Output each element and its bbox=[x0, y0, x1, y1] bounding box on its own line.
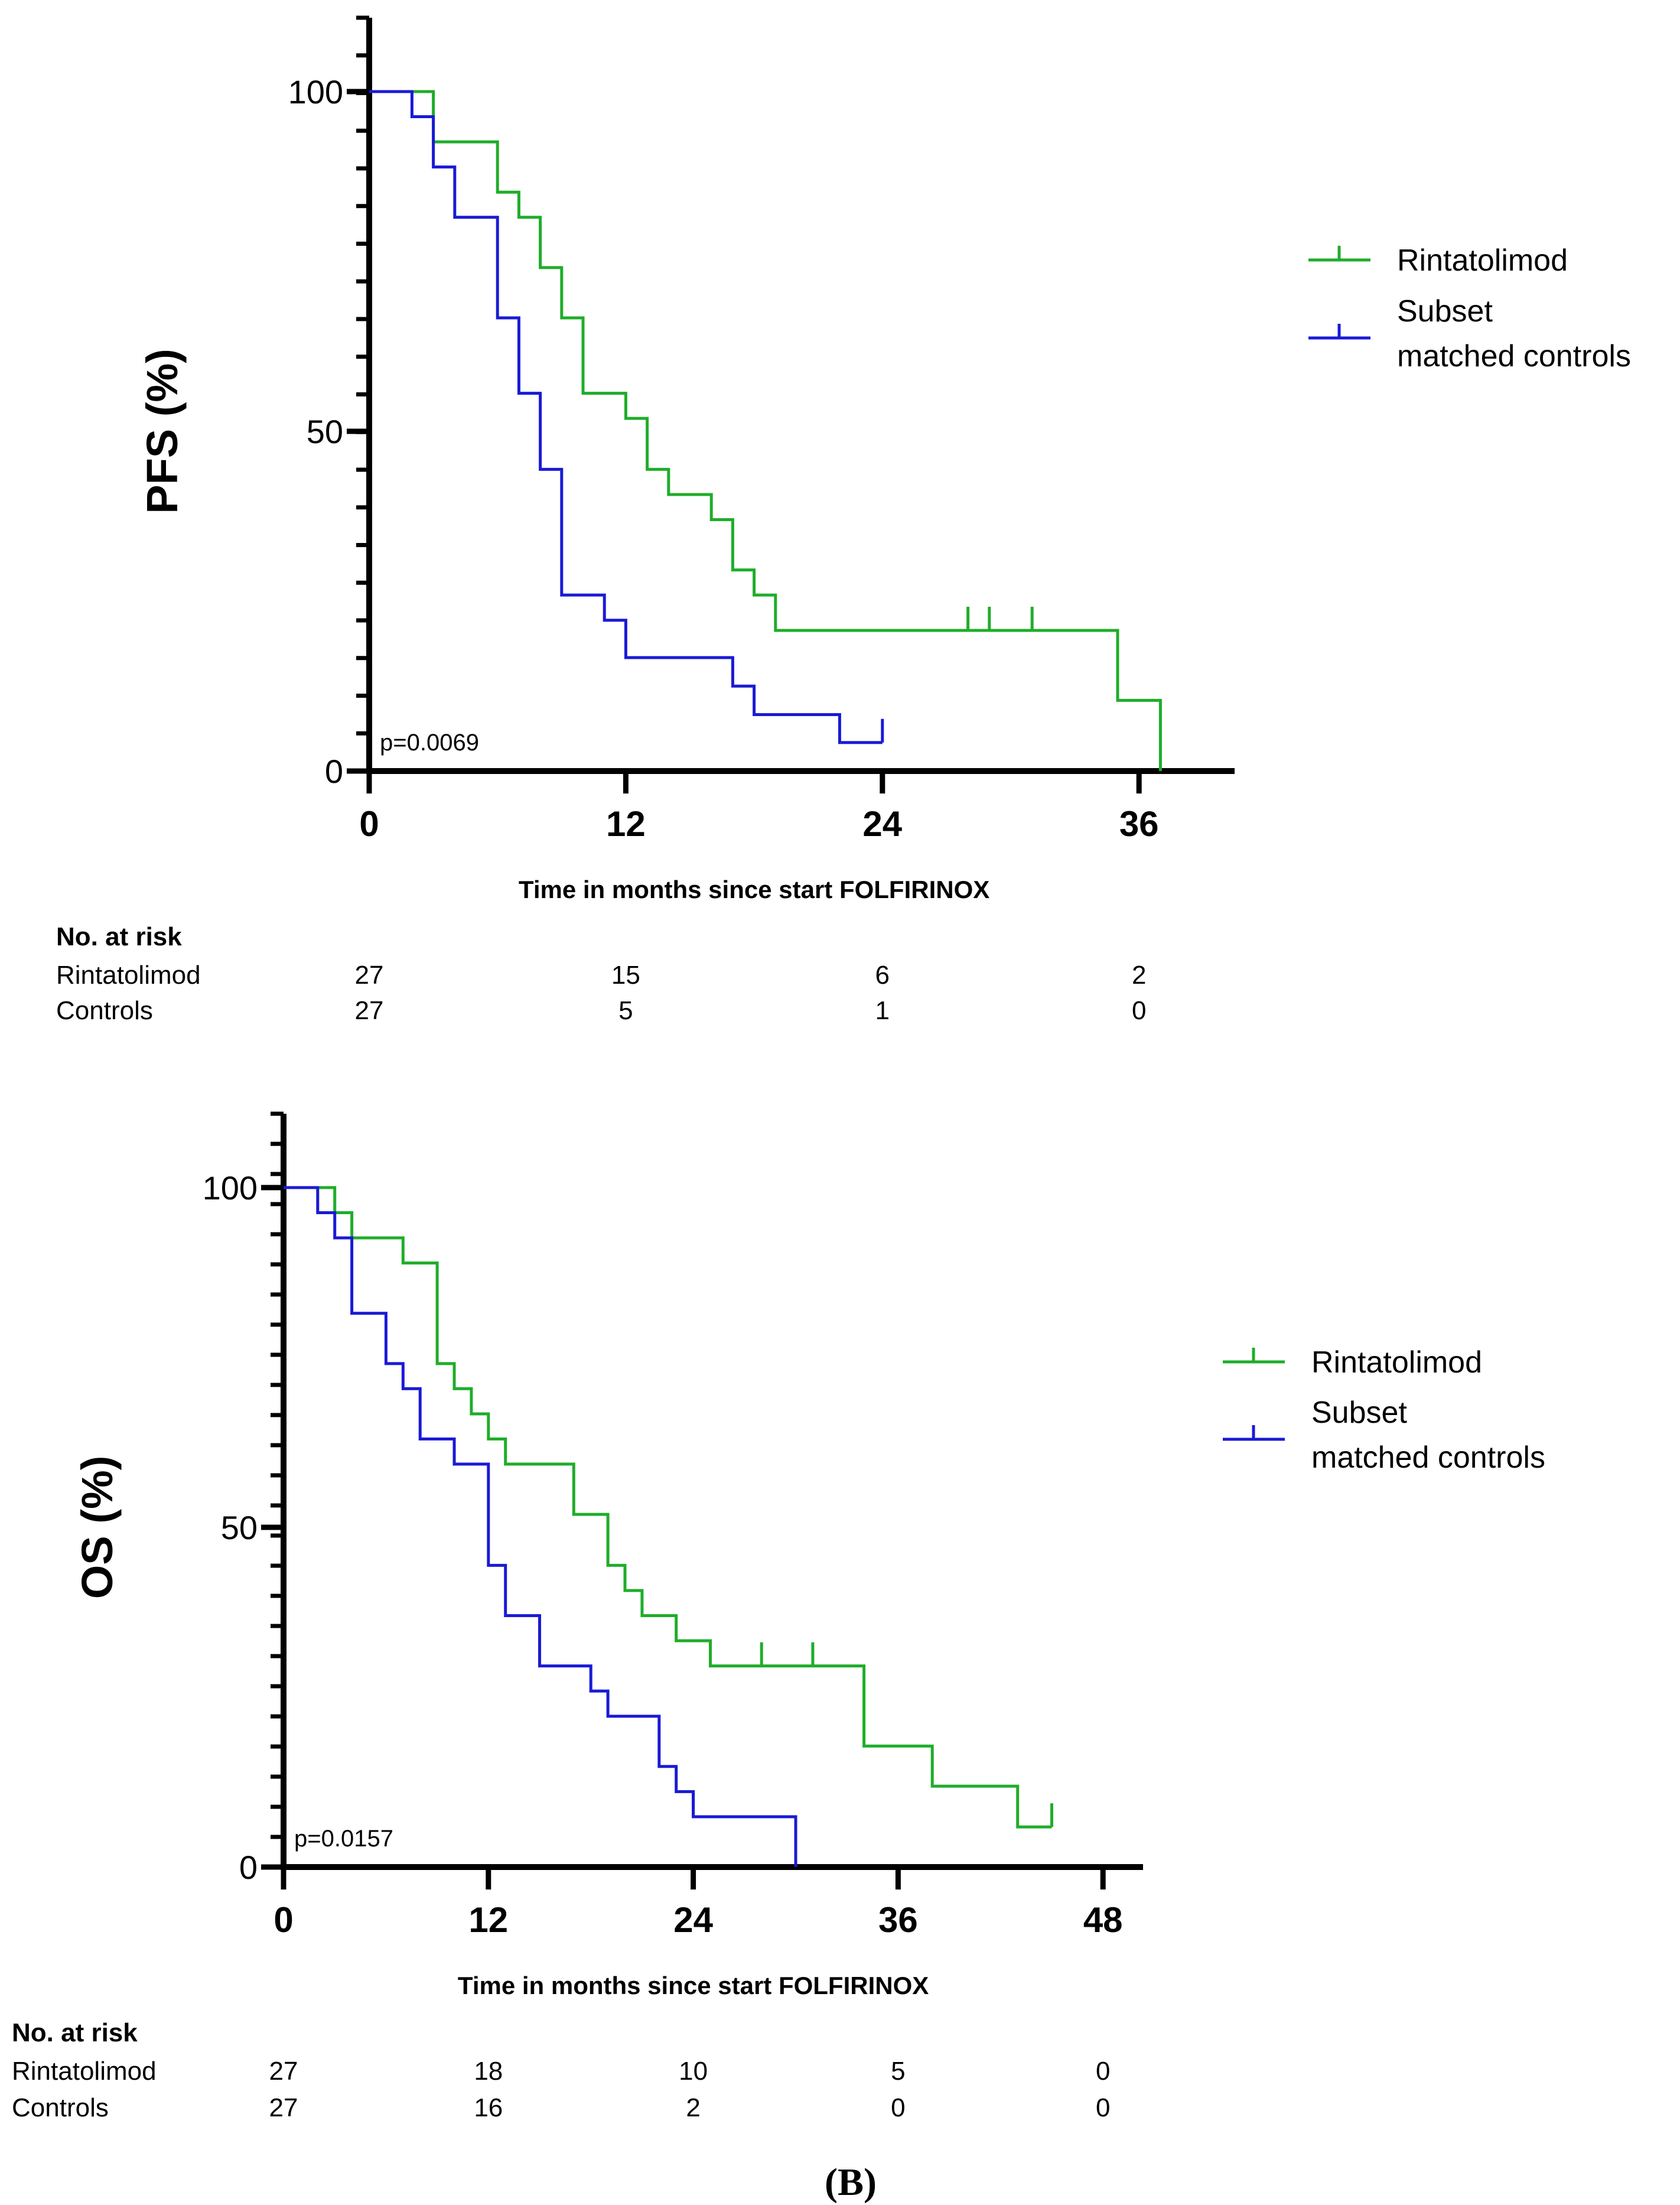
x-tick-label: 0 bbox=[359, 804, 379, 844]
at-risk-value: 27 bbox=[269, 2093, 298, 2122]
legend-controls-label: matched controls bbox=[1397, 339, 1631, 373]
at-risk-value: 1 bbox=[875, 996, 890, 1025]
y-tick-label: 50 bbox=[221, 1509, 258, 1546]
at-risk-value: 18 bbox=[474, 2057, 503, 2086]
legend-controls-label: matched controls bbox=[1311, 1440, 1545, 1475]
rintatolimod-survival-curve bbox=[284, 1186, 1052, 1829]
at-risk-value: 10 bbox=[679, 2057, 708, 2086]
x-tick-label: 12 bbox=[606, 804, 646, 844]
at-risk-value: 0 bbox=[1132, 996, 1146, 1025]
x-axis-label: Time in months since start FOLFIRINOX bbox=[458, 1972, 929, 1999]
at-risk-row-label: Controls bbox=[56, 996, 153, 1025]
controls-survival-curve bbox=[369, 90, 883, 744]
rintatolimod-survival-curve bbox=[369, 90, 1162, 771]
at-risk-value: 5 bbox=[891, 2057, 905, 2086]
at-risk-value: 27 bbox=[355, 996, 384, 1025]
at-risk-value: 6 bbox=[875, 961, 890, 990]
at-risk-value: 0 bbox=[1096, 2057, 1110, 2086]
y-tick-label: 0 bbox=[325, 753, 343, 790]
at-risk-value: 2 bbox=[1132, 961, 1146, 990]
at-risk-value: 27 bbox=[355, 961, 384, 990]
x-tick-label: 36 bbox=[1119, 804, 1159, 844]
at-risk-row-label: Rintatolimod bbox=[12, 2057, 157, 2086]
legend-rintatolimod-label: Rintatolimod bbox=[1311, 1345, 1482, 1380]
y-tick-label: 100 bbox=[203, 1169, 258, 1206]
legend-controls-label: Subset bbox=[1397, 294, 1493, 329]
at-risk-row-label: Rintatolimod bbox=[56, 961, 201, 990]
y-tick-label: 50 bbox=[307, 413, 343, 450]
p-value: p=0.0157 bbox=[294, 1826, 393, 1852]
at-risk-value: 5 bbox=[618, 996, 633, 1025]
y-tick-label: 0 bbox=[239, 1849, 258, 1886]
controls-survival-curve bbox=[284, 1186, 797, 1867]
at-risk-title: No. at risk bbox=[12, 2018, 138, 2047]
at-risk-value: 16 bbox=[474, 2093, 503, 2122]
x-axis-label: Time in months since start FOLFIRINOX bbox=[519, 876, 989, 903]
at-risk-value: 15 bbox=[611, 961, 640, 990]
legend-controls-label: Subset bbox=[1311, 1396, 1407, 1430]
x-tick-label: 36 bbox=[878, 1900, 918, 1940]
y-axis-label: OS (%) bbox=[73, 1456, 122, 1599]
y-axis-label: PFS (%) bbox=[138, 349, 187, 514]
at-risk-value: 2 bbox=[686, 2093, 700, 2122]
p-value: p=0.0069 bbox=[380, 730, 479, 756]
at-risk-title: No. at risk bbox=[56, 922, 182, 951]
at-risk-value: 0 bbox=[891, 2093, 905, 2122]
x-tick-label: 0 bbox=[274, 1900, 293, 1940]
x-tick-label: 48 bbox=[1083, 1900, 1123, 1940]
x-tick-label: 24 bbox=[862, 804, 902, 844]
x-tick-label: 12 bbox=[468, 1900, 508, 1940]
legend-rintatolimod-label: Rintatolimod bbox=[1397, 243, 1568, 278]
at-risk-row-label: Controls bbox=[12, 2093, 109, 2122]
y-tick-label: 100 bbox=[288, 73, 343, 110]
at-risk-value: 0 bbox=[1096, 2093, 1110, 2122]
at-risk-value: 27 bbox=[269, 2057, 298, 2086]
x-tick-label: 24 bbox=[673, 1900, 713, 1940]
figure-panel-label: (B) bbox=[825, 2161, 877, 2204]
